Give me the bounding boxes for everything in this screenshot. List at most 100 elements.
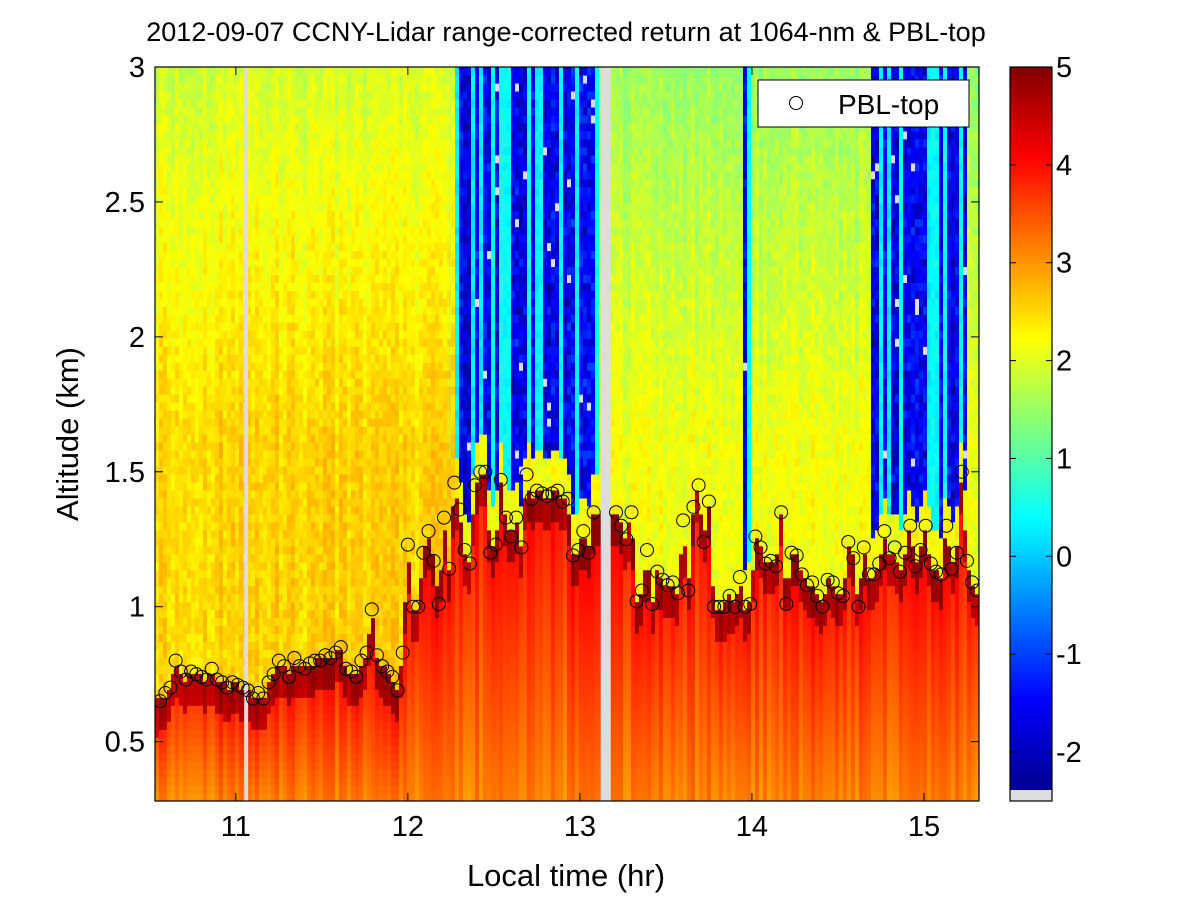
pbl-top-point xyxy=(913,543,928,558)
pbl-top-point xyxy=(743,597,758,612)
legend[interactable]: PBL-top xyxy=(757,79,970,128)
pbl-top-point xyxy=(323,650,338,665)
colorbar-nodata-swatch xyxy=(1010,790,1052,801)
pbl-top-point xyxy=(576,524,591,539)
pbl-top-point xyxy=(970,583,979,598)
pbl-top-point xyxy=(676,513,691,528)
pbl-top-point xyxy=(609,505,624,520)
pbl-top-point xyxy=(851,599,866,614)
y-tick-label: 1 xyxy=(129,592,145,624)
pbl-top-point xyxy=(380,664,395,679)
pbl-top-point xyxy=(841,534,856,549)
y-tick-label: 2.5 xyxy=(105,187,145,219)
pbl-top-point xyxy=(650,564,665,579)
pbl-top-point xyxy=(155,694,168,709)
pbl-top-point xyxy=(473,464,488,479)
heatmap-area xyxy=(155,67,979,801)
data-gap xyxy=(600,67,611,801)
pbl-top-point xyxy=(686,499,701,514)
pbl-top-point xyxy=(645,597,660,612)
pbl-top-point xyxy=(354,653,369,668)
pbl-top-point xyxy=(789,548,804,563)
pbl-top-point xyxy=(769,559,784,574)
legend-marker-icon xyxy=(789,96,803,110)
x-tick-label: 15 xyxy=(908,811,940,843)
pbl-top-point xyxy=(426,553,441,568)
pbl-top-point xyxy=(571,543,586,558)
pbl-top-point xyxy=(313,653,328,668)
pbl-top-point xyxy=(173,664,188,679)
pbl-top-point xyxy=(349,669,364,684)
pbl-top-point xyxy=(614,518,629,533)
pbl-top-point xyxy=(271,653,286,668)
x-axis-ticks: 11 12 13 14 15 xyxy=(221,67,940,843)
pbl-top-point xyxy=(483,545,498,560)
pbl-top-markers xyxy=(155,464,979,709)
pbl-top-point xyxy=(779,597,794,612)
pbl-top-point xyxy=(246,691,261,706)
pbl-top-point xyxy=(158,686,173,701)
pbl-top-point xyxy=(681,583,696,598)
colorbar: -2 -1 0 1 2 3 4 5 xyxy=(1009,52,1082,802)
pbl-top-point xyxy=(509,510,524,525)
y-tick-label: 1.5 xyxy=(105,457,145,489)
pbl-top-point xyxy=(344,664,359,679)
pbl-top-point xyxy=(908,559,923,574)
pbl-top-point xyxy=(400,537,415,552)
x-tick-label: 12 xyxy=(392,811,424,843)
pbl-top-point xyxy=(333,640,348,655)
pbl-top-point xyxy=(359,645,374,660)
pbl-top-point xyxy=(251,686,266,701)
colorbar-ticks: -2 -1 0 1 2 3 4 5 xyxy=(1010,52,1082,769)
y-axis-label: Altitude (km) xyxy=(50,347,85,521)
pbl-top-point xyxy=(411,599,426,614)
pbl-top-point xyxy=(385,669,400,684)
colorbar-tick-label: 1 xyxy=(1056,443,1072,475)
colorbar-tick-label: 0 xyxy=(1056,541,1072,573)
pbl-top-point xyxy=(944,561,959,576)
colorbar-tick-label: 4 xyxy=(1056,150,1072,182)
pbl-top-point xyxy=(701,494,716,509)
colorbar-tick-label: 2 xyxy=(1056,346,1072,378)
pbl-top-point xyxy=(282,669,297,684)
pbl-top-point xyxy=(467,478,482,493)
x-tick-label: 13 xyxy=(564,811,596,843)
pbl-top-point xyxy=(805,575,820,590)
pbl-top-point xyxy=(498,510,513,525)
pbl-top-point xyxy=(261,675,276,690)
y-axis-ticks: 0.5 1 1.5 2 2.5 3 xyxy=(105,52,979,759)
pbl-top-point xyxy=(815,599,830,614)
pbl-top-point xyxy=(634,583,649,598)
pbl-top-point xyxy=(395,645,410,660)
legend-label: PBL-top xyxy=(838,89,939,120)
pbl-top-point xyxy=(923,556,938,571)
pbl-top-point xyxy=(856,540,871,555)
pbl-top-point xyxy=(519,467,534,482)
y-tick-label: 3 xyxy=(129,52,145,84)
pbl-top-point xyxy=(220,680,235,695)
pbl-top-point xyxy=(892,564,907,579)
pbl-top-point xyxy=(375,659,390,674)
pbl-top-point xyxy=(774,505,789,520)
pbl-top-point xyxy=(442,561,457,576)
pbl-top-point xyxy=(447,475,462,490)
x-axis-label: Local time (hr) xyxy=(467,858,665,893)
pbl-top-point xyxy=(959,553,974,568)
pbl-top-point xyxy=(670,586,685,601)
plot-axes-box xyxy=(154,66,980,802)
pbl-top-point xyxy=(624,505,639,520)
pbl-top-point xyxy=(619,532,634,547)
pbl-top-point xyxy=(421,524,436,539)
y-tick-label: 0.5 xyxy=(105,727,145,759)
data-gap xyxy=(244,67,249,801)
chart-title: 2012-09-07 CCNY-Lidar range-corrected re… xyxy=(146,17,985,47)
pbl-top-point xyxy=(163,680,178,695)
pbl-top-point xyxy=(836,588,851,603)
pbl-top-point xyxy=(898,545,913,560)
pbl-top-point xyxy=(639,543,654,558)
pbl-top-point xyxy=(488,537,503,552)
x-tick-label: 14 xyxy=(736,811,768,843)
pbl-top-point xyxy=(462,556,477,571)
y-tick-label: 2 xyxy=(129,322,145,354)
